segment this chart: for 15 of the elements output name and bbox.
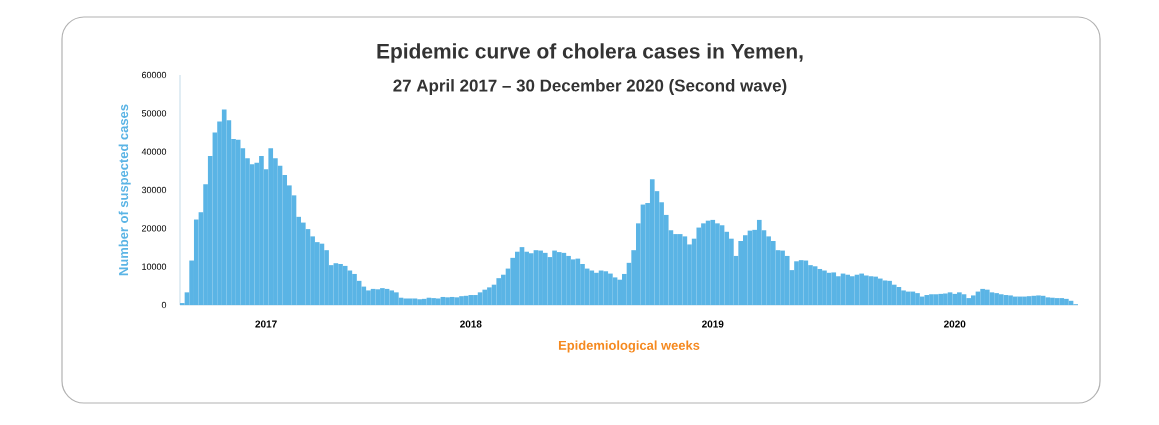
x-tick-label: 2017	[255, 320, 277, 328]
x-tick-label: 2020	[943, 320, 966, 328]
y-axis-title: Number of suspected cases	[118, 104, 131, 276]
y-tick-label: 0	[161, 301, 167, 309]
y-tick-label: 10000	[142, 263, 167, 270]
y-tick-label: 60000	[142, 71, 167, 79]
x-tick-label: 2019	[702, 320, 724, 328]
y-tick-label: 20000	[142, 225, 167, 232]
chart-subtitle: 27 April 2017 – 30 December 2020 (Second wave)	[393, 79, 787, 95]
y-tick-label: 30000	[141, 186, 167, 194]
y-tick-label: 50000	[141, 110, 167, 117]
x-axis-title: Epidemiological weeks	[558, 340, 700, 353]
chart-title: Epidemic curve of cholera cases in Yemen,	[377, 43, 803, 63]
y-tick-label: 40000	[141, 148, 167, 155]
x-tick-label: 2018	[460, 320, 482, 328]
